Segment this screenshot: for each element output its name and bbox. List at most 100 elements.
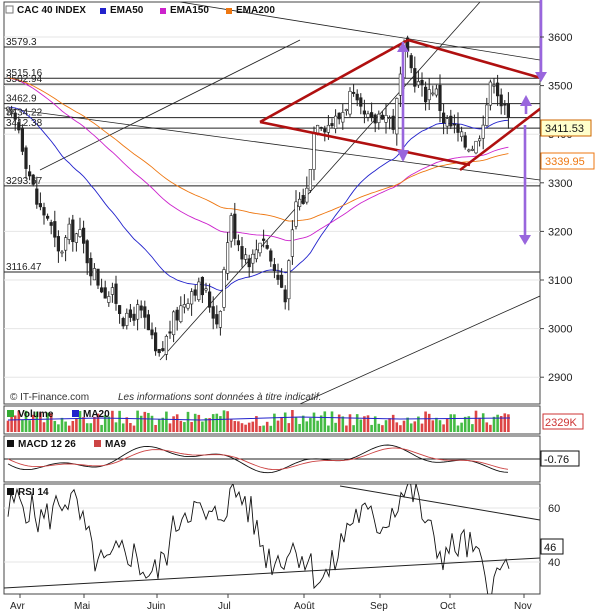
candle-body-103 — [377, 113, 381, 123]
volume-bar-126 — [460, 422, 463, 432]
volume-bar-64 — [237, 421, 240, 432]
candle-body-126 — [459, 131, 464, 138]
volume-bar-101 — [370, 424, 373, 432]
volume-bar-103 — [377, 423, 381, 432]
volume-bar-92 — [337, 414, 341, 432]
candle-body-40 — [150, 329, 154, 336]
candle-body-10 — [42, 207, 46, 216]
candle-body-80 — [294, 201, 298, 227]
candle-body-7 — [31, 174, 35, 185]
volume-bar-81 — [298, 423, 301, 432]
candle-body-27 — [103, 287, 107, 299]
volume-bar-54 — [201, 421, 204, 432]
volume-bar-4 — [21, 419, 24, 432]
candle-body-114 — [416, 81, 421, 86]
candle-body-137 — [499, 94, 503, 107]
volume-bar-137 — [499, 416, 503, 432]
candle-body-21 — [82, 227, 86, 244]
volume-bar-110 — [402, 420, 406, 432]
legend-checkbox-icon — [5, 5, 14, 14]
candle-body-125 — [456, 124, 460, 133]
level-label-5: 3412.38 — [6, 118, 43, 129]
candle-body-91 — [333, 115, 338, 129]
trendline-top-right — [179, 2, 540, 61]
macd-signal-line — [7, 447, 509, 471]
volume-bar-113 — [413, 421, 417, 432]
y-tick-label-4: 3300 — [548, 178, 572, 190]
candle-body-87 — [319, 127, 323, 129]
volume-bar-59 — [219, 416, 222, 432]
volume-bar-88 — [323, 411, 327, 432]
volume-bar-31 — [118, 410, 121, 432]
candle-body-72 — [265, 245, 269, 249]
candle-body-134 — [488, 81, 493, 106]
candle-body-35 — [132, 313, 136, 321]
candle-body-28 — [107, 296, 111, 303]
pattern-upper-left — [259, 38, 409, 124]
rsi-trendline-upper — [339, 485, 540, 521]
candle-body-100 — [366, 113, 370, 118]
candle-body-18 — [71, 219, 75, 243]
volume-bar-45 — [168, 423, 172, 432]
volume-bar-127 — [463, 416, 467, 432]
volume-bar-125 — [456, 425, 460, 432]
volume-bar-95 — [348, 414, 352, 432]
volume-bar-77 — [283, 412, 287, 432]
volume-bar-6 — [28, 420, 31, 432]
volume-bar-100 — [366, 415, 370, 432]
candle-body-68 — [251, 253, 255, 264]
candle-body-22 — [85, 240, 89, 264]
volume-bar-73 — [269, 425, 273, 432]
level-label-0: 3579.3 — [6, 37, 37, 48]
candle-body-52 — [193, 289, 197, 296]
candle-body-14 — [56, 236, 60, 252]
volume-ma-line — [7, 416, 511, 421]
candle-body-55 — [204, 288, 208, 291]
volume-bar-133 — [485, 422, 489, 432]
candle-body-115 — [420, 79, 424, 86]
candle-body-53 — [197, 281, 201, 300]
candle-body-20 — [78, 229, 82, 237]
candle-body-96 — [351, 91, 356, 94]
candle-body-71 — [261, 238, 266, 241]
volume-bar-115 — [420, 423, 424, 432]
rsi-tick-label-1: 60 — [548, 503, 560, 515]
rsi-tick-label-0: 40 — [548, 557, 560, 569]
volume-bar-10 — [42, 422, 46, 432]
volume-bar-9 — [39, 412, 42, 432]
candle-body-30 — [114, 283, 118, 304]
volume-bar-49 — [183, 422, 186, 432]
candle-body-57 — [211, 306, 215, 319]
volume-bar-29 — [111, 410, 114, 432]
volume-value-box — [542, 413, 584, 430]
volume-bar-19 — [75, 418, 78, 432]
x-tick-label-4: Août — [294, 601, 315, 612]
volume-bar-17 — [67, 425, 71, 432]
volume-bar-39 — [147, 412, 150, 432]
volume-bar-16 — [64, 421, 67, 432]
candle-body-51 — [190, 291, 194, 305]
symbol-title: CAC 40 INDEX — [17, 5, 86, 16]
candle-body-56 — [208, 291, 212, 308]
candle-body-62 — [229, 215, 233, 242]
candle-body-6 — [27, 171, 32, 177]
volume-value: 2329K — [545, 417, 577, 429]
volume-bar-46 — [172, 416, 175, 432]
macd-value-box — [540, 450, 580, 467]
x-tick-label-7: Nov — [514, 601, 532, 612]
ema50-line — [7, 106, 509, 291]
volume-bar-33 — [125, 417, 129, 432]
volume-ma-label: MA20 — [83, 409, 110, 420]
y-tick-label-3: 3200 — [548, 226, 572, 238]
volume-bar-57 — [211, 414, 215, 432]
candle-body-78 — [287, 260, 291, 300]
trendline-mid — [39, 39, 301, 171]
candle-body-107 — [391, 115, 395, 130]
candle-body-95 — [348, 90, 352, 115]
candle-body-138 — [503, 103, 507, 106]
volume-bar-93 — [341, 416, 345, 432]
volume-bar-130 — [474, 410, 478, 432]
candle-body-3 — [17, 122, 21, 131]
candle-body-25 — [96, 268, 100, 286]
volume-bar-1 — [10, 411, 13, 432]
